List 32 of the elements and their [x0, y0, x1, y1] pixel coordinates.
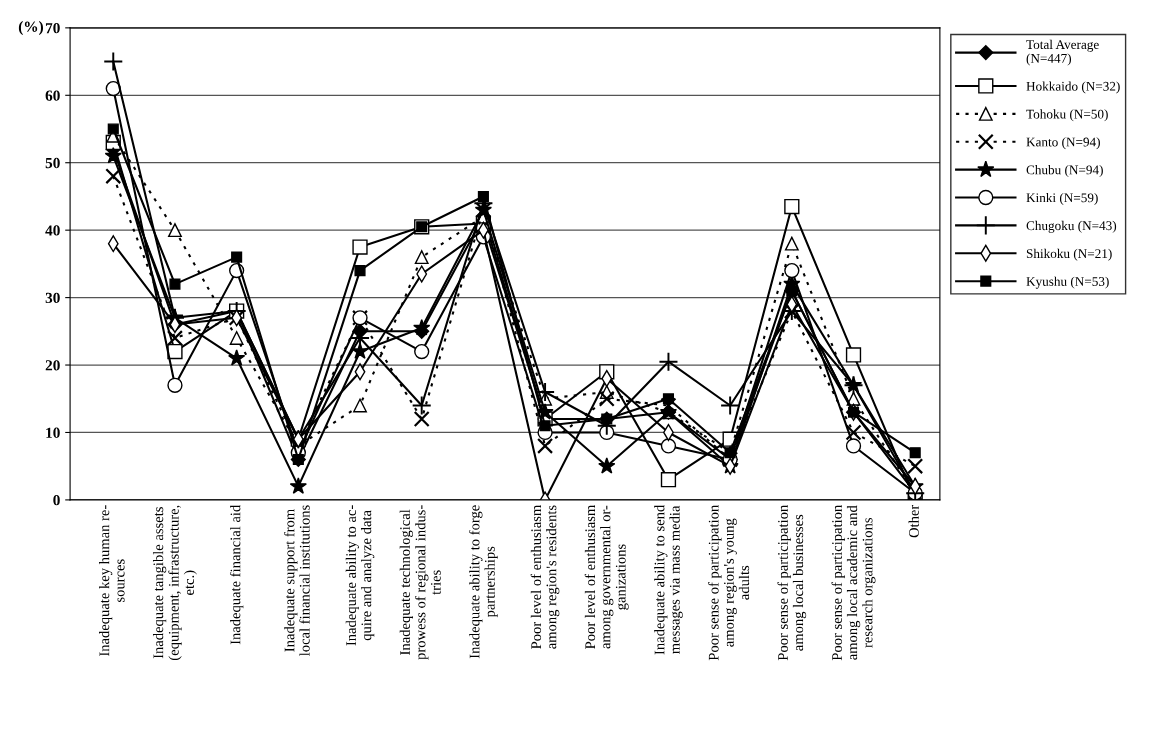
y-tick-label: 60	[45, 90, 60, 101]
x-tick-label: Poor sense of participation among region's young adults	[708, 504, 750, 661]
x-tick-label: Inadequate technological prowess of regional indus- tries	[399, 505, 441, 660]
y-axis-title: (%)	[18, 21, 43, 35]
x-tick-label: Inadequate ability to send messages via mass media	[654, 504, 683, 655]
y-tick-label: 10	[46, 427, 60, 438]
legend-label: Kyushu (N=53)	[1026, 276, 1109, 289]
y-tick-label: 20	[45, 360, 60, 371]
legend-label: Tohoku (N=50)	[1026, 109, 1108, 122]
x-tick-label: Inadequate support from local financial institutions	[284, 505, 310, 656]
y-tick-label: 40	[45, 225, 60, 236]
x-tick-label: Inadequate ability to ac- quire and analyze data	[345, 505, 375, 646]
legend-label: Kanto (N=94)	[1026, 137, 1100, 150]
x-tick-label: Poor sense of participation among local businesses	[777, 504, 807, 661]
legend-label: Chubu (N=94)	[1026, 165, 1103, 178]
y-tick-label: 30	[45, 292, 60, 304]
legend-label: Kinki (N=59)	[1026, 192, 1098, 205]
legend-label: Hokkaido (N=32)	[1026, 81, 1120, 94]
x-tick-label: Inadequate tangible assets (equipment, infrastructure, etc.)	[152, 505, 197, 661]
x-tick-label: Other	[908, 504, 919, 538]
x-tick-label: Inadequate key human re- sources	[99, 505, 125, 657]
x-tick-label: Inadequate ability to forge partnerships	[469, 505, 498, 659]
y-tick-label: 50	[45, 157, 60, 169]
x-tick-label: Inadequate financial aid	[229, 504, 244, 645]
legend-label: Total Average (N=447)	[1026, 39, 1099, 66]
x-tick-label: Poor sense of participation among local academic and research organizations	[831, 504, 876, 661]
legend-label: Shikoku (N=21)	[1026, 248, 1112, 261]
y-tick-label: 70	[45, 22, 60, 34]
legend-label: Chugoku (N=43)	[1026, 220, 1117, 233]
y-tick-label: 0	[53, 495, 60, 506]
x-tick-label: Poor level of enthusiasm among region's residents	[530, 505, 560, 649]
x-tick-label: Poor level of enthusiasm among governmental or- ganizations	[584, 505, 629, 649]
